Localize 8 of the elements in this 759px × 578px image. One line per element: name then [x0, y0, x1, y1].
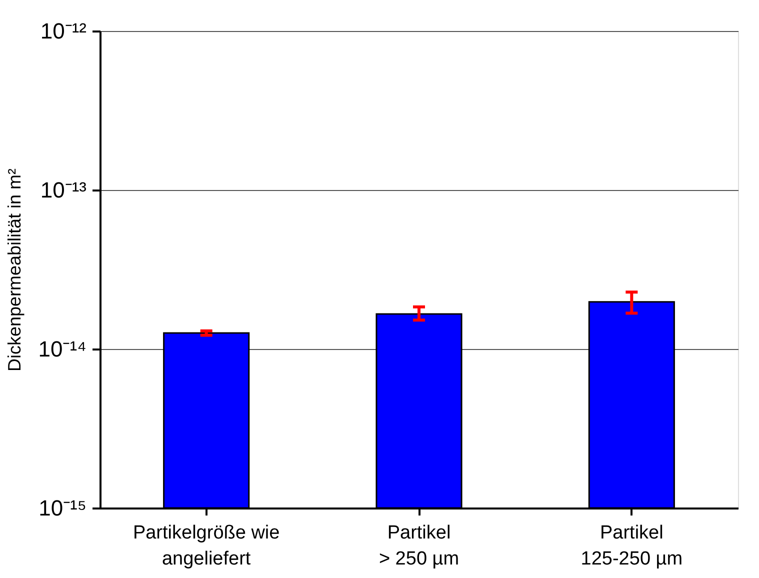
x-tick-label: Partikelgröße wie angeliefert	[132, 522, 280, 570]
x-tick-label: Partikel > 250 µm	[378, 522, 460, 570]
y-tick-label: 10⁻¹³	[40, 178, 86, 202]
y-axis-title: Dickenpermeabilität in m²	[4, 168, 24, 372]
y-tick-label: 10⁻¹²	[40, 18, 86, 44]
y-tick-label: 10⁻¹⁴	[38, 336, 86, 362]
y-tick-label: 10⁻¹⁵	[38, 496, 86, 520]
x-tick-label: Partikel 125-250 µm	[580, 522, 683, 570]
